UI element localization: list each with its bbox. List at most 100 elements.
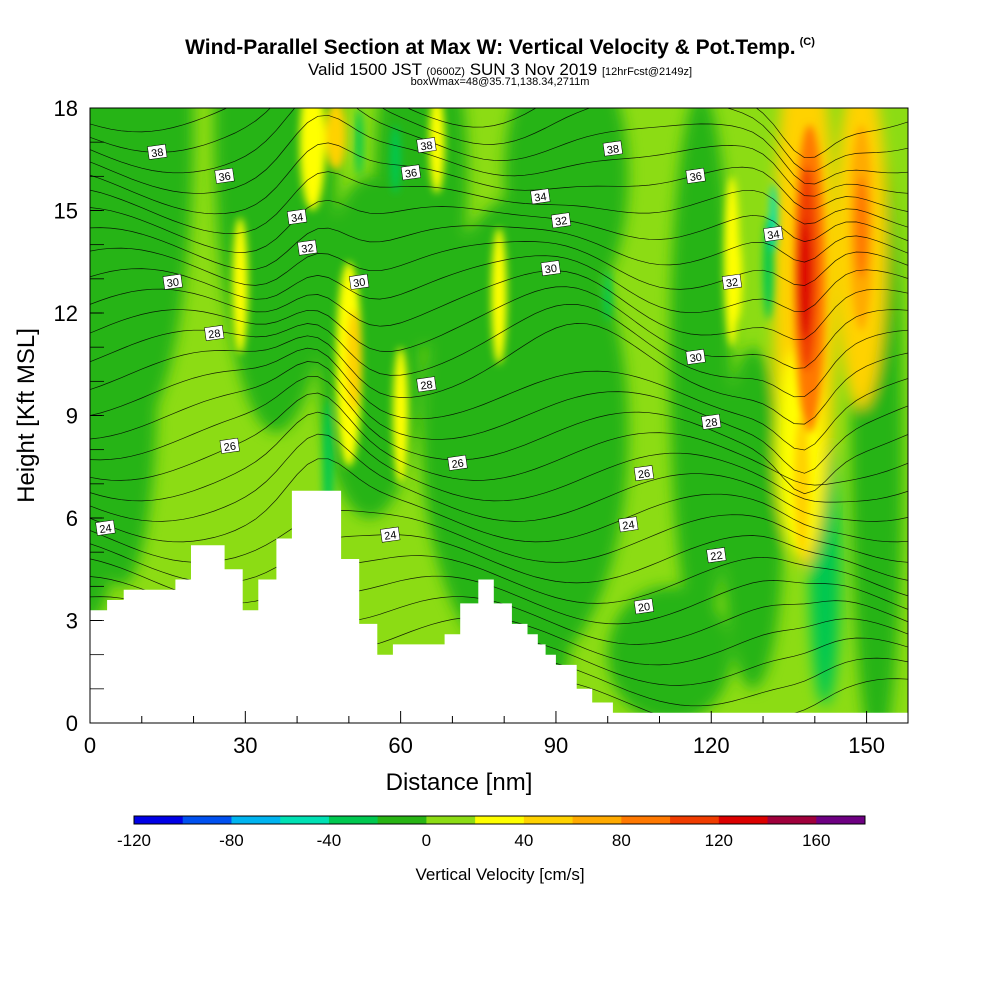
isentrope-line xyxy=(90,171,908,234)
velocity-patch xyxy=(603,270,612,322)
isentrope-label-text: 24 xyxy=(384,529,398,543)
isentrope-label: 32 xyxy=(550,212,572,229)
x-axis-label: Distance [nm] xyxy=(386,769,533,796)
isentrope-label-box xyxy=(618,516,639,533)
isentrope-label-box xyxy=(530,188,551,205)
isentrope-label-text: 36 xyxy=(218,170,232,184)
velocity-patch xyxy=(299,108,326,211)
isentrope-line xyxy=(90,376,908,495)
valid-time-line: Valid 1500 JST (0600Z) SUN 3 Nov 2019 [1… xyxy=(0,60,1000,80)
colorbar-tick-label: -40 xyxy=(317,831,342,850)
isentrope-label: 20 xyxy=(633,598,655,615)
isentrope-label: 22 xyxy=(706,547,727,564)
isentrope-line xyxy=(90,108,908,172)
isentrope-label-text: 28 xyxy=(705,416,719,430)
colorbar-swatch xyxy=(572,816,622,824)
isentrope-label: 30 xyxy=(540,260,561,277)
isentrope-label: 38 xyxy=(602,140,623,157)
isentrope-line xyxy=(90,199,908,253)
valid-prefix: Valid 1500 JST xyxy=(307,60,422,79)
forecast-info: [12hrFcst@2149z] xyxy=(602,66,693,78)
velocity-patch xyxy=(325,108,347,170)
isentrope-label-box xyxy=(685,348,706,365)
isentrope-label-text: 26 xyxy=(451,457,465,471)
velocity-patch xyxy=(797,219,811,339)
colorbar-swatch xyxy=(621,816,671,824)
y-tick-label: 9 xyxy=(66,404,78,429)
colorbar-swatch xyxy=(767,816,817,824)
velocity-patch xyxy=(607,586,732,723)
title-text: Wind-Parallel Section at Max W: Vertical… xyxy=(185,36,796,59)
isentrope-label-box xyxy=(162,273,183,290)
isentrope-label-box xyxy=(763,225,784,242)
isentrope-label-box xyxy=(204,325,225,341)
isentrope-label-text: 30 xyxy=(352,276,366,290)
x-tick-label: 90 xyxy=(544,733,568,758)
colorbar-tick-label: -80 xyxy=(219,831,244,850)
isentrope-label: 32 xyxy=(297,239,318,256)
isentrope-label-box xyxy=(701,413,722,430)
isentrope-label-text: 32 xyxy=(725,276,739,290)
isentrope-line xyxy=(90,361,908,474)
isentrope-label-text: 26 xyxy=(223,440,237,454)
colorbar-swatch xyxy=(377,816,427,824)
isentrope-line xyxy=(90,347,908,451)
isentrope-label-box xyxy=(685,167,706,184)
isentrope-label-text: 34 xyxy=(534,191,548,205)
y-tick-label: 6 xyxy=(66,506,78,531)
isentrope-label: 34 xyxy=(530,188,551,205)
chart-title: Wind-Parallel Section at Max W: Vertical… xyxy=(0,36,1000,60)
isentrope-label: 30 xyxy=(162,273,183,290)
isentrope-label: 24 xyxy=(618,516,639,533)
isentrope-line xyxy=(90,241,908,290)
isentrope-line xyxy=(90,433,908,522)
isentrope-label: 36 xyxy=(685,167,706,184)
isentrope-label-box xyxy=(706,547,727,564)
isentrope-label-text: 36 xyxy=(689,170,703,184)
isentrope-label: 36 xyxy=(400,164,422,181)
isentrope-label-box xyxy=(349,273,370,290)
colorbar-tick-label: 40 xyxy=(514,831,533,850)
colorbar-tick-label: 0 xyxy=(422,831,431,850)
colorbar-tick-label: -120 xyxy=(117,831,151,850)
isentrope-line xyxy=(90,114,908,197)
isentrope-label-box xyxy=(540,260,561,277)
field-cores xyxy=(232,108,874,553)
isentrope-label-box xyxy=(380,526,401,543)
isentrope-label-box xyxy=(297,239,318,256)
valid-utc: (0600Z) xyxy=(426,66,465,78)
isentrope-label-text: 34 xyxy=(290,211,304,225)
isentrope-line xyxy=(90,142,908,215)
isentrope-label: 28 xyxy=(416,376,437,393)
velocity-patch xyxy=(232,217,248,354)
isentrope-line xyxy=(90,458,908,543)
velocity-patch xyxy=(854,176,868,279)
isentrope-label-text: 32 xyxy=(301,242,315,256)
isentrope-label-text: 30 xyxy=(166,276,180,290)
colorbar-tick-label: 160 xyxy=(802,831,830,850)
isentrope-label-box xyxy=(214,167,235,184)
isentrope-label: 28 xyxy=(204,325,225,341)
velocity-patch xyxy=(421,193,629,672)
y-tick-label: 12 xyxy=(54,301,78,326)
y-tick-label: 0 xyxy=(66,711,78,736)
isentrope-label-text: 24 xyxy=(99,522,113,536)
isentrope-label-text: 26 xyxy=(637,468,651,482)
isentrope-label-box xyxy=(721,273,743,290)
y-axis-label: Height [Kft MSL] xyxy=(13,328,40,503)
isentrope-line xyxy=(90,255,908,314)
velocity-patch xyxy=(390,125,401,194)
isentrope-label-text: 38 xyxy=(151,147,165,161)
isentrope-label: 24 xyxy=(95,519,116,536)
isentrope-label-text: 28 xyxy=(420,379,434,393)
isentrope-label-box xyxy=(447,454,468,471)
isentrope-label-text: 30 xyxy=(544,263,558,277)
isentrope-line xyxy=(90,303,908,398)
velocity-patch xyxy=(491,227,507,365)
y-tick-label: 15 xyxy=(54,199,78,224)
isentrope-label-box xyxy=(416,376,437,393)
colorbar-tick-label: 120 xyxy=(705,831,733,850)
isentrope-label: 30 xyxy=(349,273,370,290)
isentrope-label-text: 22 xyxy=(710,550,724,564)
